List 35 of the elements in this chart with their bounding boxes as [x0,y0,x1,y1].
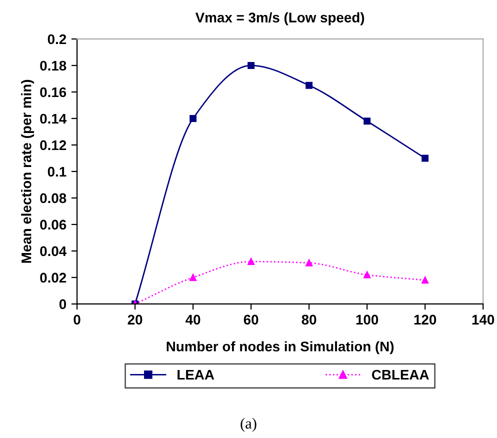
point [306,82,313,89]
point [190,274,197,281]
point [190,115,197,122]
x-tick-label: 60 [244,314,258,325]
y-tick-label: 0.18 [40,60,66,71]
x-tick-label: 140 [472,314,494,325]
y-tick-label: 0.14 [40,114,67,124]
point [422,154,429,162]
y-tick-label: 0.02 [40,272,66,283]
point [248,258,255,266]
point [364,118,371,125]
chart-title: Vmax = 3m/s (Low speed) [195,12,364,26]
x-tick-label: 120 [414,314,436,325]
legend-label: CBLEAA [372,370,429,380]
point [306,259,313,266]
x-axis-title: Number of nodes in Simulation (N) [166,341,394,354]
y-tick-label: 0.04 [40,246,67,256]
y-axis-title: Mean election rate (per min) [21,80,34,263]
y-tick-label: 0 [59,299,66,310]
y-tick-label: 0.16 [40,87,66,98]
point [364,271,371,278]
y-tick-label: 0.1 [48,166,66,177]
y-tick-label: 0.12 [40,140,66,150]
x-tick-label: 80 [302,314,316,325]
point [248,62,255,69]
text: (a) [240,418,256,432]
x-tick-label: 0 [74,314,80,325]
x-tick-label: 40 [186,314,200,325]
x-tick-label: 20 [128,314,142,325]
y-tick-label: 0.06 [40,220,66,230]
point [422,276,429,284]
y-tick-label: 0.2 [48,34,66,44]
y-tick-label: 0.08 [40,193,66,204]
legend-label: LEAA [178,370,214,380]
x-tick-label: 100 [356,314,378,325]
